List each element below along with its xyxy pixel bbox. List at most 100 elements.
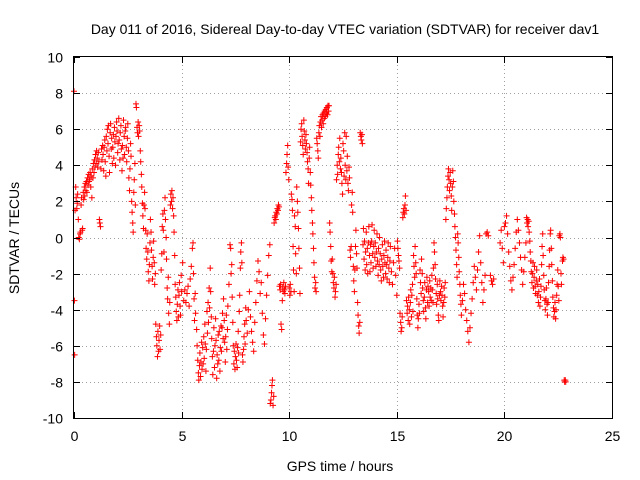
- data-point: [259, 310, 266, 317]
- data-point: [152, 270, 159, 277]
- data-point: [228, 261, 235, 268]
- data-point: [363, 261, 370, 268]
- data-point: [166, 299, 173, 306]
- data-point: [142, 227, 149, 234]
- data-point: [527, 248, 534, 255]
- data-point: [177, 303, 184, 310]
- data-point: [190, 239, 197, 246]
- data-point: [361, 256, 368, 263]
- data-point: [241, 333, 248, 340]
- data-point: [100, 167, 107, 174]
- data-point: [141, 189, 148, 196]
- data-point: [394, 245, 401, 252]
- data-point: [367, 241, 374, 248]
- data-point: [235, 328, 242, 335]
- data-point: [359, 140, 366, 147]
- data-point: [545, 279, 552, 286]
- data-point: [233, 340, 240, 347]
- data-point: [78, 202, 85, 209]
- data-point: [335, 144, 342, 151]
- data-point: [158, 266, 165, 273]
- y-tick-label: -4: [51, 303, 64, 319]
- data-point: [206, 304, 213, 311]
- data-point: [332, 288, 339, 295]
- data-point: [289, 207, 296, 214]
- data-point: [203, 346, 210, 353]
- data-point: [89, 174, 96, 181]
- data-point: [366, 252, 373, 259]
- data-point: [522, 239, 529, 246]
- data-point: [300, 151, 307, 158]
- data-point: [191, 317, 198, 324]
- data-point: [205, 299, 212, 306]
- data-point: [479, 299, 486, 306]
- data-point: [220, 295, 227, 302]
- data-point: [362, 266, 369, 273]
- data-point: [419, 285, 426, 292]
- data-point: [254, 257, 261, 264]
- data-point: [547, 227, 554, 234]
- data-point: [169, 205, 176, 212]
- data-point: [353, 265, 360, 272]
- data-point: [177, 312, 184, 319]
- data-point: [446, 176, 453, 183]
- data-point: [536, 303, 543, 310]
- data-point: [88, 194, 95, 201]
- data-point: [334, 162, 341, 169]
- data-point: [534, 281, 541, 288]
- x-tick-label: 5: [179, 428, 187, 444]
- data-point: [278, 326, 285, 333]
- data-point: [118, 167, 125, 174]
- data-point: [551, 299, 558, 306]
- data-point: [286, 292, 293, 299]
- data-point: [431, 248, 438, 255]
- data-point: [363, 229, 370, 236]
- data-point: [320, 120, 327, 127]
- data-point: [419, 270, 426, 277]
- data-point: [98, 156, 105, 163]
- data-point: [282, 283, 289, 290]
- data-point: [217, 344, 224, 351]
- data-point: [123, 144, 130, 151]
- data-point: [340, 147, 347, 154]
- data-point: [555, 297, 562, 304]
- data-point: [475, 248, 482, 255]
- data-point: [160, 248, 167, 255]
- data-point: [305, 165, 312, 172]
- data-point: [385, 265, 392, 272]
- data-point: [432, 261, 439, 268]
- y-tick-label: -6: [51, 339, 64, 355]
- data-point: [178, 272, 185, 279]
- data-point: [168, 198, 175, 205]
- data-point: [312, 285, 319, 292]
- data-point: [449, 183, 456, 190]
- data-point: [341, 129, 348, 136]
- data-point: [210, 348, 217, 355]
- data-point: [128, 153, 135, 160]
- data-point: [250, 348, 257, 355]
- grid: [74, 57, 612, 418]
- data-point: [342, 176, 349, 183]
- data-point: [445, 173, 452, 180]
- data-point: [452, 234, 459, 241]
- y-tick-label: -8: [51, 375, 64, 391]
- data-point: [222, 359, 229, 366]
- data-point: [295, 245, 302, 252]
- data-point: [280, 279, 287, 286]
- data-point: [73, 194, 80, 201]
- data-point: [94, 164, 101, 171]
- data-point: [519, 281, 526, 288]
- data-point: [369, 221, 376, 228]
- data-point: [324, 111, 331, 118]
- data-point: [153, 333, 160, 340]
- data-point: [334, 171, 341, 178]
- data-point: [138, 183, 145, 190]
- data-point: [329, 270, 336, 277]
- data-point: [208, 335, 215, 342]
- data-point: [238, 259, 245, 266]
- data-point: [472, 274, 479, 281]
- data-point: [79, 225, 86, 232]
- data-point: [212, 315, 219, 322]
- data-point: [74, 191, 81, 198]
- chart-title: Day 011 of 2016, Sidereal Day-to-day VTE…: [91, 21, 600, 37]
